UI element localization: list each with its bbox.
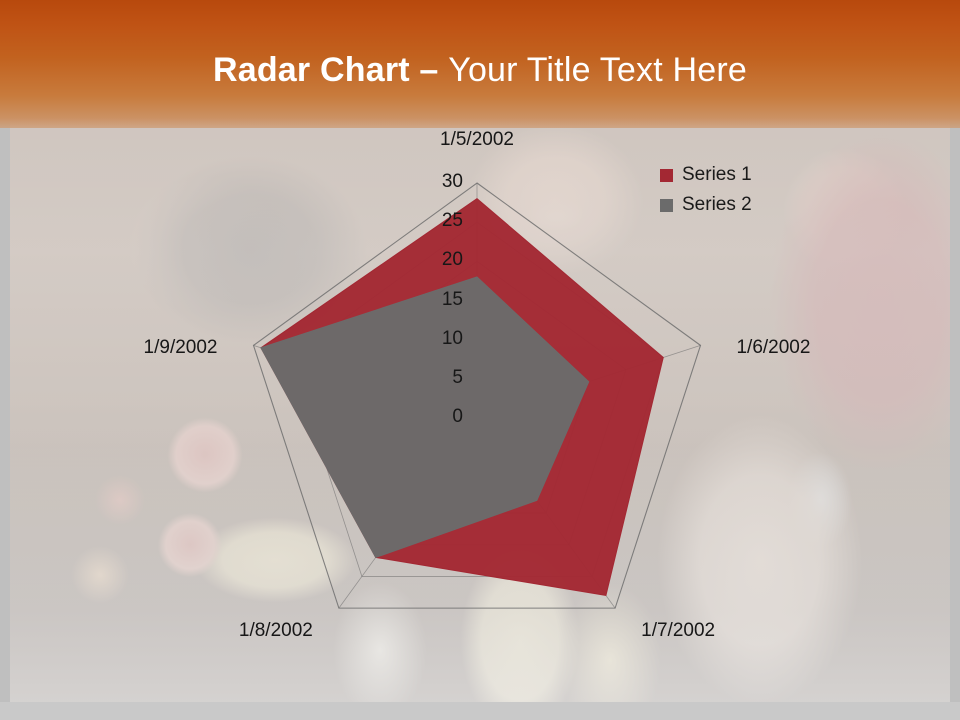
page-title-strong: Radar Chart xyxy=(212,51,410,89)
radar-tick-label: 0 xyxy=(452,406,463,427)
legend-swatch-icon xyxy=(660,198,673,212)
radar-category-label: 1/6/2002 xyxy=(736,337,811,359)
radar-category-label: 1/9/2002 xyxy=(143,337,218,359)
slide-bottom-band xyxy=(0,702,960,720)
radar-tick-label: 10 xyxy=(441,327,463,349)
legend-item-label: Series 2 xyxy=(682,194,752,215)
radar-tick-label: 25 xyxy=(441,210,463,232)
title-banner: Radar Chart – Your Title Text Here xyxy=(0,0,960,128)
radar-series-area xyxy=(260,276,590,559)
legend-item[interactable]: Series 2 xyxy=(660,190,752,220)
slide-right-border xyxy=(950,0,960,720)
legend-item-label: Series 1 xyxy=(682,164,752,185)
page-title: Radar Chart – Your Title Text Here xyxy=(213,53,747,87)
page-title-dash: – xyxy=(409,51,449,89)
radar-tick-label: 5 xyxy=(452,366,463,388)
legend-item[interactable]: Series 1 xyxy=(660,160,752,190)
radar-category-label: 1/5/2002 xyxy=(440,129,514,150)
radar-category-label: 1/7/2002 xyxy=(641,620,716,642)
legend-swatch-icon xyxy=(660,168,673,182)
slide-left-border xyxy=(0,0,10,720)
radar-tick-label: 15 xyxy=(441,288,463,310)
page-title-light: Your Title Text Here xyxy=(448,51,748,89)
radar-tick-label: 30 xyxy=(441,171,463,192)
radar-tick-label: 20 xyxy=(441,249,463,271)
radar-category-label: 1/8/2002 xyxy=(238,620,313,642)
radar-series-areas xyxy=(260,198,664,597)
radar-grid-ring xyxy=(252,182,702,609)
chart-legend: Series 1 Series 2 xyxy=(660,160,752,220)
